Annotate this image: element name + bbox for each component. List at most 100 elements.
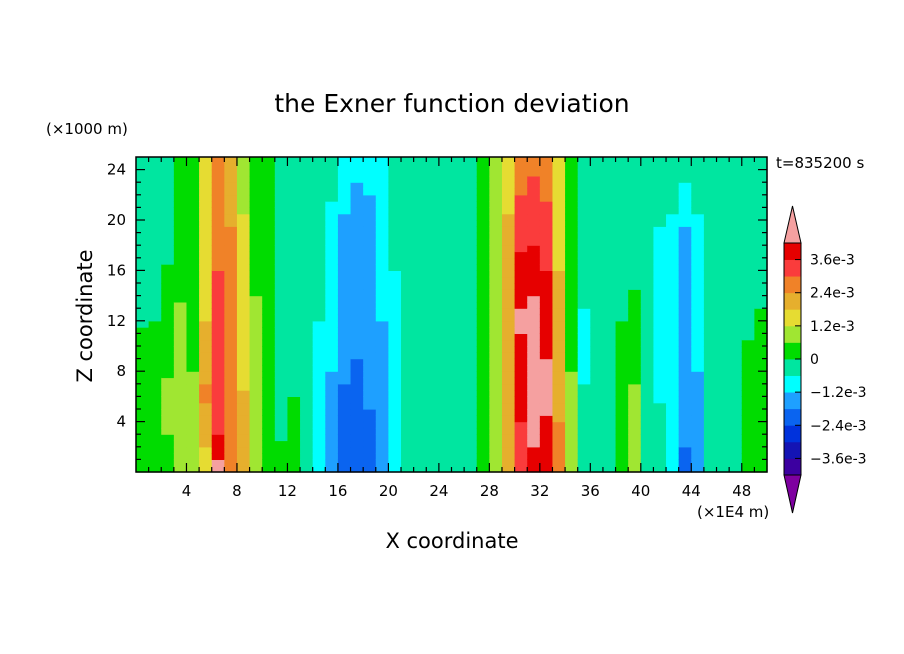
- field-cell: [729, 283, 743, 290]
- field-cell: [729, 270, 743, 278]
- field-cell: [262, 390, 276, 397]
- field-cell: [224, 264, 238, 271]
- field-cell: [211, 421, 225, 429]
- field-cell: [211, 163, 225, 171]
- field-cell: [590, 213, 604, 221]
- field-cell: [716, 346, 730, 353]
- field-cell: [464, 301, 478, 309]
- field-cell: [527, 270, 541, 278]
- field-cell: [602, 352, 617, 360]
- field-cell: [236, 371, 251, 379]
- field-cell: [552, 346, 566, 353]
- field-cell: [754, 339, 768, 347]
- field-cell: [363, 446, 377, 454]
- field-cell: [199, 194, 213, 202]
- field-cell: [236, 270, 251, 278]
- field-cell: [539, 207, 554, 215]
- field-cell: [716, 459, 730, 467]
- field-cell: [678, 415, 692, 423]
- field-cell: [300, 346, 314, 353]
- field-cell: [754, 276, 768, 284]
- field-cell: [552, 301, 566, 309]
- field-cell: [476, 188, 490, 196]
- field-cell: [199, 320, 213, 328]
- field-cell: [211, 371, 225, 379]
- field-cell: [565, 226, 579, 234]
- field-cell: [300, 327, 314, 334]
- field-cell: [501, 459, 516, 467]
- field-cell: [148, 251, 162, 259]
- field-cell: [287, 320, 301, 328]
- field-cell: [413, 409, 427, 416]
- field-cell: [489, 421, 503, 429]
- field-cell: [615, 308, 629, 316]
- field-cell: [539, 238, 554, 246]
- field-cell: [350, 188, 364, 196]
- field-cell: [514, 383, 528, 391]
- field-cell: [325, 465, 339, 473]
- field-cell: [312, 283, 326, 290]
- field-cell: [464, 163, 478, 171]
- field-cell: [401, 390, 415, 397]
- field-cell: [703, 383, 718, 391]
- field-cell: [211, 238, 225, 246]
- field-cell: [413, 289, 427, 297]
- field-cell: [501, 339, 516, 347]
- field-cell: [337, 283, 352, 290]
- field-cell: [514, 346, 528, 353]
- field-cell: [716, 339, 730, 347]
- field-cell: [703, 427, 718, 435]
- field-cell: [211, 201, 225, 208]
- field-cell: [388, 327, 402, 334]
- field-cell: [173, 232, 188, 240]
- field-cell: [539, 333, 554, 341]
- field-cell: [615, 346, 629, 353]
- field-cell: [401, 188, 415, 196]
- field-cell: [375, 327, 389, 334]
- field-cell: [691, 339, 705, 347]
- field-cell: [148, 157, 162, 164]
- field-cell: [653, 175, 667, 183]
- field-cell: [653, 427, 667, 435]
- field-cell: [628, 207, 642, 215]
- field-cell: [451, 314, 465, 322]
- field-cell: [640, 175, 655, 183]
- field-cell: [741, 226, 755, 234]
- field-cell: [476, 194, 490, 202]
- field-cell: [691, 427, 705, 435]
- field-cell: [741, 238, 755, 246]
- field-cell: [136, 364, 150, 372]
- field-cell: [640, 352, 655, 360]
- field-cell: [489, 440, 503, 448]
- field-cell: [514, 207, 528, 215]
- x-axis: 4 8 12 16 20 24 28 32 36 40 44 48: [148, 157, 755, 500]
- field-cell: [514, 188, 528, 196]
- field-cell: [413, 364, 427, 372]
- field-cell: [249, 270, 263, 278]
- field-cell: [426, 238, 440, 246]
- field-cell: [703, 314, 718, 322]
- field-cell: [729, 232, 743, 240]
- field-cell: [438, 352, 453, 360]
- field-cell: [236, 440, 251, 448]
- field-cell: [464, 157, 478, 164]
- field-cell: [501, 213, 516, 221]
- field-cell: [211, 182, 225, 190]
- field-cell: [628, 434, 642, 442]
- field-cell: [199, 175, 213, 183]
- field-cell: [527, 371, 541, 379]
- field-cell: [754, 453, 768, 460]
- field-cell: [388, 427, 402, 435]
- field-cell: [602, 157, 617, 164]
- field-cell: [514, 175, 528, 183]
- field-cell: [337, 390, 352, 397]
- field-cell: [716, 371, 730, 379]
- field-cell: [312, 245, 326, 253]
- field-cell: [476, 220, 490, 227]
- field-cell: [640, 182, 655, 190]
- field-cell: [186, 409, 200, 416]
- field-cell: [451, 446, 465, 454]
- field-cell: [426, 188, 440, 196]
- field-cell: [438, 232, 453, 240]
- field-cell: [476, 421, 490, 429]
